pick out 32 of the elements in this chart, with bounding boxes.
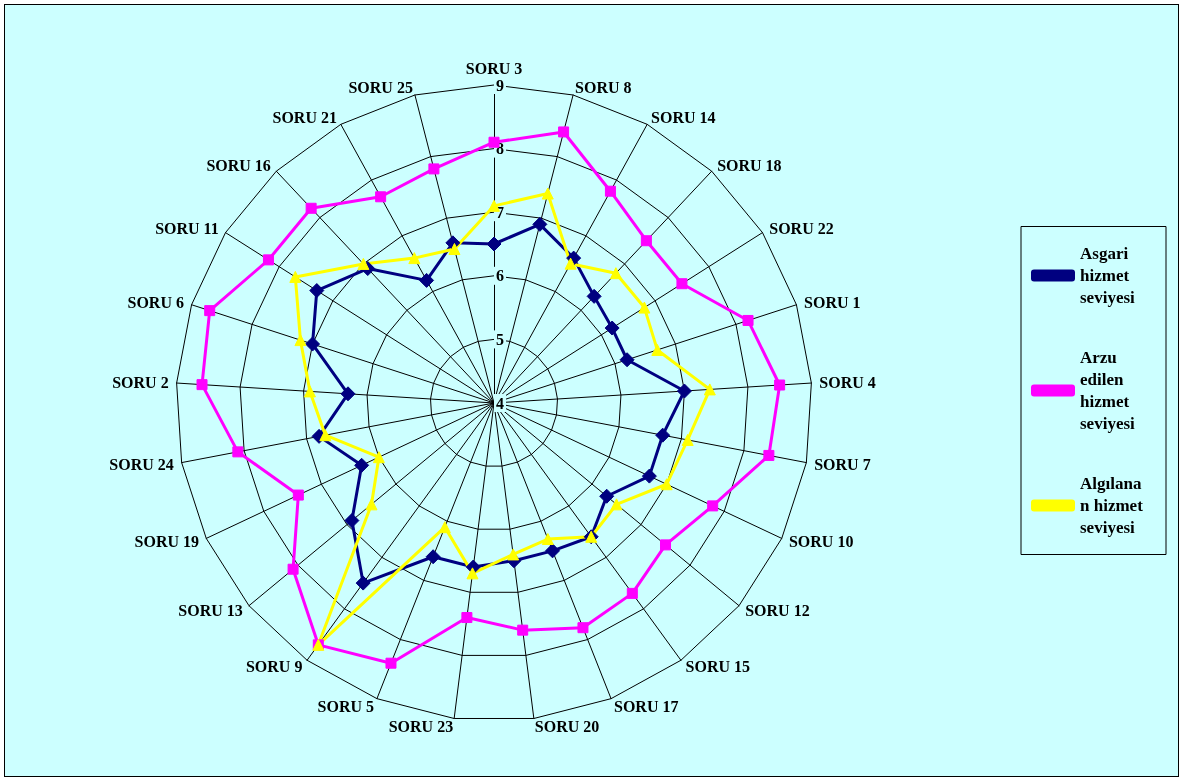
spoke-label: SORU 19 (134, 533, 200, 551)
legend-label: Asgari hizmet seviyesi (1080, 244, 1136, 307)
spoke-label: SORU 20 (534, 717, 600, 735)
y-tick-label: 4 (496, 394, 504, 412)
spoke-label: SORU 18 (717, 156, 782, 174)
legend-label: Algılanan hizmet seviyesi (1080, 474, 1148, 537)
spoke-label: SORU 25 (348, 78, 413, 96)
spoke-label: SORU 23 (388, 717, 454, 735)
legend-label: Arzu edilen hizmet seviyesi (1080, 348, 1136, 433)
spoke-label: SORU 7 (814, 455, 871, 473)
spoke-label: SORU 22 (769, 219, 834, 237)
y-tick-label: 6 (496, 267, 504, 285)
spoke-label: SORU 15 (685, 658, 751, 676)
y-tick-label: 9 (496, 76, 504, 94)
spoke-label: SORU 11 (155, 219, 219, 237)
spoke-label: SORU 10 (788, 533, 854, 551)
spoke-label: SORU 9 (245, 658, 303, 676)
spoke-label: SORU 17 (614, 697, 679, 715)
spoke-label: SORU 13 (178, 602, 243, 620)
spoke-label: SORU 1 (804, 293, 861, 311)
spoke-label: SORU 24 (109, 455, 174, 473)
spoke-label: SORU 6 (127, 293, 184, 311)
spoke-label: SORU 14 (651, 108, 716, 126)
spoke-label: SORU 5 (317, 697, 374, 715)
spoke-label: SORU 4 (819, 374, 876, 392)
spoke-label: SORU 3 (465, 59, 523, 77)
y-tick-label: 5 (496, 330, 504, 348)
spoke-label: SORU 21 (272, 108, 337, 126)
spoke-label: SORU 12 (745, 602, 810, 620)
spoke-label: SORU 2 (112, 374, 169, 392)
spoke-label: SORU 8 (575, 78, 632, 96)
spoke-label: SORU 16 (206, 156, 271, 174)
